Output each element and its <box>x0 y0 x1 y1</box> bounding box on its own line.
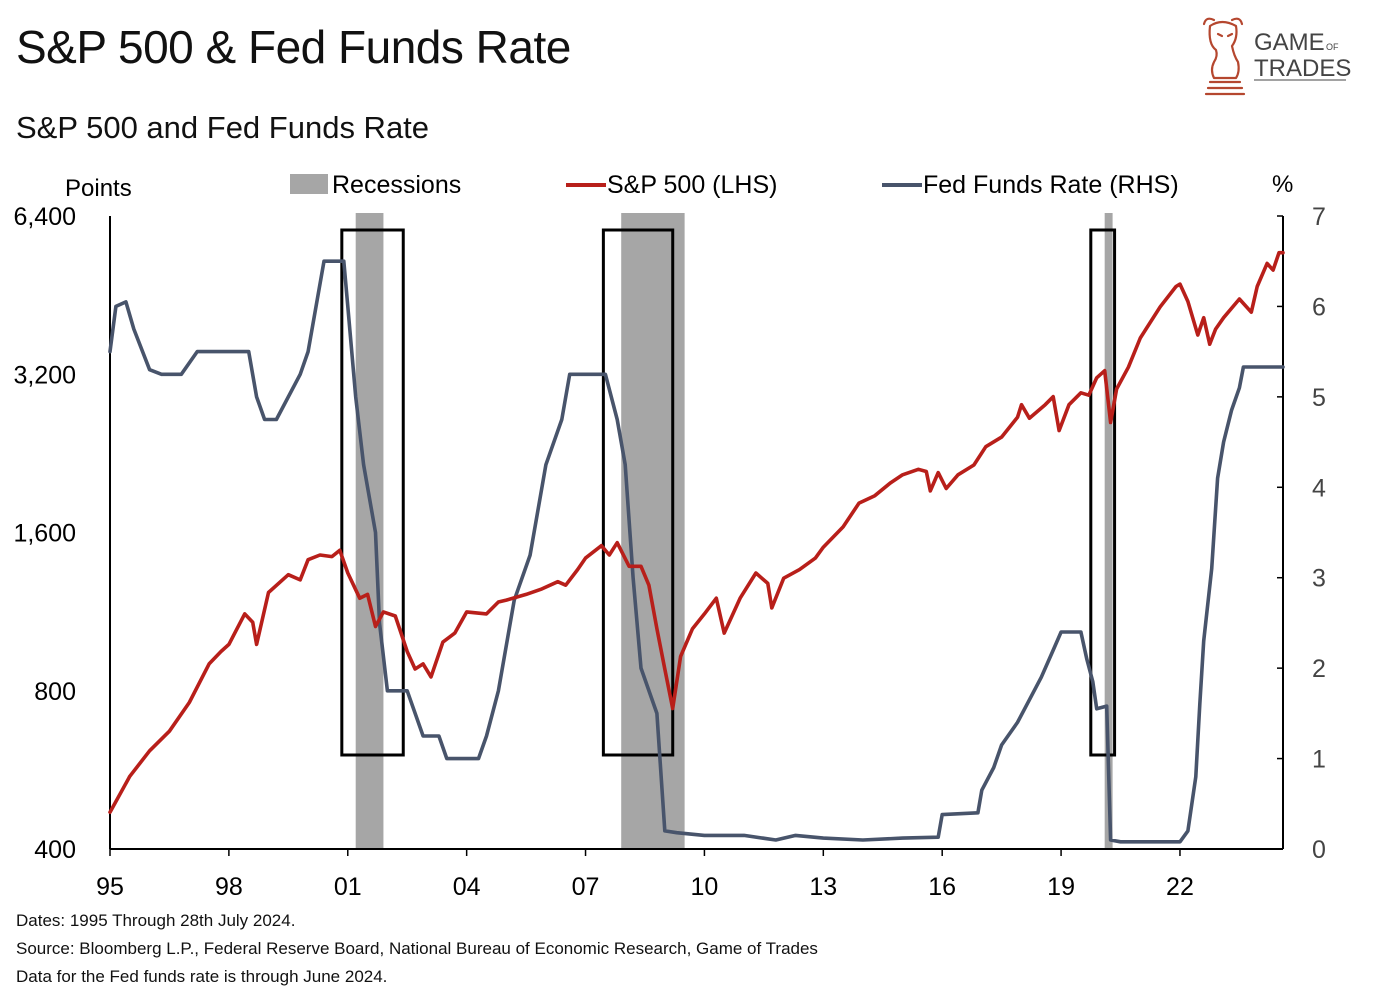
x-tick-label: 98 <box>215 873 243 901</box>
legend-label-sp500: S&P 500 (LHS) <box>607 171 777 199</box>
right-tick-label: 7 <box>1312 203 1326 231</box>
highlight-box-2 <box>1089 228 1117 757</box>
left-tick-label: 1,600 <box>13 520 76 548</box>
x-tick-label: 13 <box>809 873 837 901</box>
x-tick-label: 19 <box>1047 873 1075 901</box>
right-tick-label: 5 <box>1312 384 1326 412</box>
logo-text-game: GAME <box>1254 29 1325 56</box>
footnote-source: Source: Bloomberg L.P., Federal Reserve … <box>16 939 818 958</box>
sp500-line <box>108 250 1285 814</box>
chart-title: S&P 500 & Fed Funds Rate <box>16 21 571 73</box>
footnote-dates: Dates: 1995 Through 28th July 2024. <box>16 911 296 930</box>
legend: Recessions S&P 500 (LHS) Fed Funds Rate (R… <box>290 171 1179 199</box>
bull-chess-knight-icon <box>1202 17 1246 96</box>
right-tick-label: 2 <box>1312 655 1326 683</box>
highlight-box-1 <box>601 228 675 757</box>
right-tick-label: 4 <box>1312 474 1326 502</box>
left-tick-label: 800 <box>34 678 76 706</box>
logo-text-of: OF <box>1326 42 1339 52</box>
left-tick-label: 6,400 <box>13 203 76 231</box>
footnote-fed-data: Data for the Fed funds rate is through J… <box>16 967 388 986</box>
right-tick-label: 6 <box>1312 293 1326 321</box>
x-tick-label: 07 <box>572 873 600 901</box>
left-tick-label: 400 <box>34 836 76 864</box>
fed-funds-rate-line <box>108 259 1285 844</box>
highlight-box-0 <box>340 228 405 757</box>
legend-swatch-recessions <box>290 174 328 194</box>
x-tick-label: 16 <box>928 873 956 901</box>
right-tick-label: 3 <box>1312 565 1326 593</box>
legend-label-fed-funds: Fed Funds Rate (RHS) <box>923 171 1179 199</box>
right-tick-label: 1 <box>1312 746 1326 774</box>
legend-label-recessions: Recessions <box>332 171 461 199</box>
x-tick-label: 95 <box>96 873 124 901</box>
logo-text-trades: TRADES <box>1254 55 1351 82</box>
x-tick-label: 22 <box>1166 873 1194 901</box>
x-tick-label: 04 <box>453 873 481 901</box>
right-axis-label: % <box>1272 171 1293 198</box>
game-of-trades-logo: GAME OF TRADES <box>1202 17 1351 96</box>
highlight-box-layer <box>340 228 1117 757</box>
left-tick-label: 3,200 <box>13 361 76 389</box>
chart-subtitle: S&P 500 and Fed Funds Rate <box>16 110 430 145</box>
right-tick-label: 0 <box>1312 836 1326 864</box>
recession-band-2 <box>1104 213 1113 849</box>
x-tick-label: 10 <box>691 873 719 901</box>
left-axis-label: Points <box>65 175 132 202</box>
x-tick-label: 01 <box>334 873 362 901</box>
series-layer <box>108 250 1285 844</box>
recession-band-0 <box>355 213 384 849</box>
